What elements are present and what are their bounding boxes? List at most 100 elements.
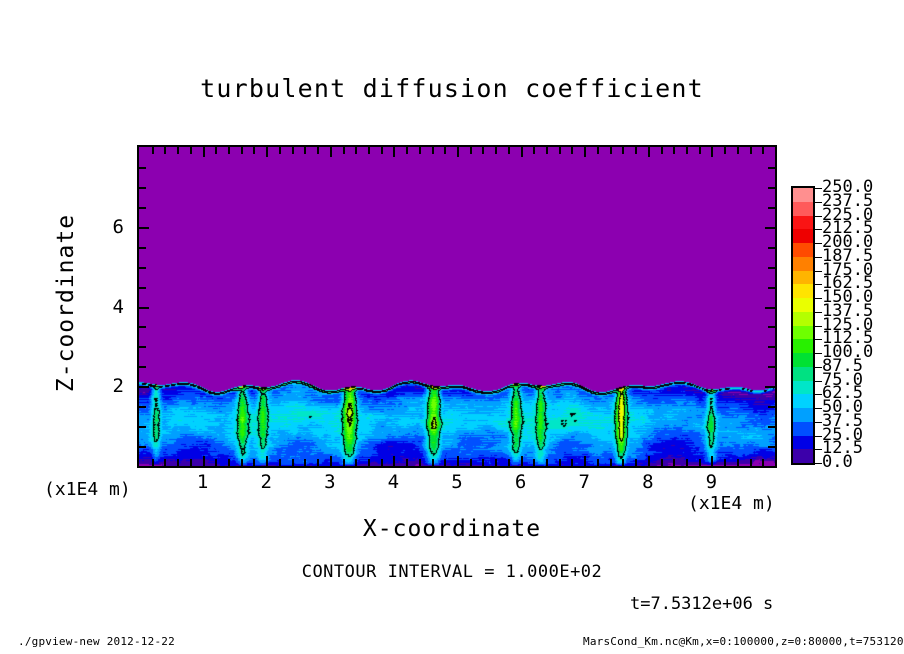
y-axis-tick — [139, 166, 146, 169]
page-title: turbulent diffusion coefficient — [200, 74, 704, 103]
x-axis-tick — [380, 147, 383, 154]
colorbar-tick-label: 137.5 — [822, 301, 874, 321]
colorbar-band — [793, 188, 813, 202]
y-axis-tick — [768, 186, 775, 189]
y-axis-tick-label: 6 — [112, 215, 124, 238]
colorbar-band — [793, 229, 813, 243]
colorbar-band — [793, 408, 813, 422]
x-axis-tick — [228, 459, 231, 466]
x-axis-tick-label: 1 — [196, 471, 209, 493]
colorbar-band — [793, 215, 813, 230]
colorbar-band — [793, 201, 813, 216]
colorbar — [791, 186, 815, 465]
x-axis-tick — [189, 459, 192, 466]
x-axis-tick — [266, 456, 269, 466]
colorbar-tick — [815, 202, 822, 203]
x-axis-tick — [240, 147, 243, 154]
x-axis-tick — [469, 459, 472, 466]
x-axis-tick — [673, 459, 676, 466]
colorbar-band — [793, 394, 813, 408]
y-axis-tick — [765, 386, 775, 389]
x-axis-tick — [215, 459, 218, 466]
colorbar-band — [793, 325, 813, 340]
colorbar-tick-label: 12.5 — [822, 438, 863, 458]
x-axis-tick — [558, 459, 561, 466]
x-axis-tick — [507, 459, 510, 466]
x-axis-tick — [355, 147, 358, 154]
x-axis-tick — [355, 459, 358, 466]
x-axis-tick — [380, 459, 383, 466]
x-axis-tick — [698, 459, 701, 466]
x-axis-unit-left: (x1E4 m) — [44, 479, 131, 500]
x-axis-tick — [215, 147, 218, 154]
colorbar-tick — [815, 381, 822, 382]
x-axis-tick — [520, 456, 523, 466]
x-axis-tick — [317, 147, 320, 154]
colorbar-tick-label: 112.5 — [822, 328, 874, 348]
x-axis-tick-label: 5 — [451, 471, 463, 493]
colorbar-tick — [815, 229, 822, 230]
colorbar-tick — [815, 463, 822, 464]
colorbar-tick-label: 75.0 — [822, 370, 863, 390]
x-axis-tick-label: 6 — [514, 471, 527, 493]
y-axis-tick — [139, 266, 146, 269]
x-axis-tick — [596, 459, 599, 466]
x-axis-tick — [406, 147, 409, 154]
colorbar-tick — [815, 188, 822, 189]
y-axis-tick — [139, 286, 146, 289]
diffusion-field-heatmap — [139, 147, 775, 466]
x-axis-tick — [571, 147, 574, 154]
x-axis-tick — [444, 147, 447, 154]
x-axis-tick — [558, 147, 561, 154]
x-axis-tick — [202, 147, 205, 157]
footer-command: ./gpview-new 2012-12-22 — [18, 635, 175, 648]
y-axis-tick — [139, 366, 146, 369]
x-axis-tick — [775, 456, 777, 466]
y-axis-tick — [768, 266, 775, 269]
colorbar-band — [793, 435, 813, 450]
x-axis-tick — [647, 147, 650, 157]
x-axis-tick — [444, 459, 447, 466]
colorbar-tick — [815, 257, 822, 258]
x-axis-tick — [622, 459, 625, 466]
colorbar-tick — [815, 422, 822, 423]
x-axis-tick — [533, 459, 536, 466]
x-axis-tick — [228, 147, 231, 154]
colorbar-band — [793, 421, 813, 436]
y-axis-tick — [768, 446, 775, 449]
colorbar-tick-label: 212.5 — [822, 218, 874, 238]
x-axis-title: X-coordinate — [362, 516, 542, 542]
x-axis-tick — [151, 147, 154, 154]
x-axis-tick — [495, 147, 498, 154]
y-axis-tick — [139, 406, 146, 409]
y-axis-tick — [139, 386, 149, 389]
x-axis-tick — [495, 459, 498, 466]
x-axis-tick — [596, 147, 599, 154]
x-axis-tick — [673, 147, 676, 154]
colorbar-band — [793, 256, 813, 271]
x-axis-tick — [609, 147, 612, 154]
colorbar-tick — [815, 367, 822, 368]
x-axis-tick — [291, 147, 294, 154]
x-axis-tick — [266, 147, 269, 157]
y-axis-tick-label: 2 — [112, 375, 124, 398]
x-axis-tick — [418, 459, 421, 466]
x-axis-tick-label: 9 — [705, 471, 718, 493]
x-axis-tick — [177, 459, 180, 466]
colorbar-tick — [815, 394, 822, 395]
x-axis-tick — [278, 147, 281, 154]
x-axis-tick — [469, 147, 472, 154]
colorbar-tick-label: 125.0 — [822, 315, 874, 335]
colorbar-tick — [815, 298, 822, 299]
colorbar-tick — [815, 312, 822, 313]
x-axis-tick — [685, 459, 688, 466]
x-axis-tick — [304, 147, 307, 154]
x-axis-tick — [724, 459, 727, 466]
x-axis-tick — [367, 459, 370, 466]
colorbar-tick — [815, 284, 822, 285]
x-axis-tick — [329, 147, 332, 157]
y-axis-tick — [768, 426, 775, 429]
x-axis-tick — [520, 147, 523, 157]
x-axis-tick — [189, 147, 192, 154]
x-axis-tick — [317, 459, 320, 466]
